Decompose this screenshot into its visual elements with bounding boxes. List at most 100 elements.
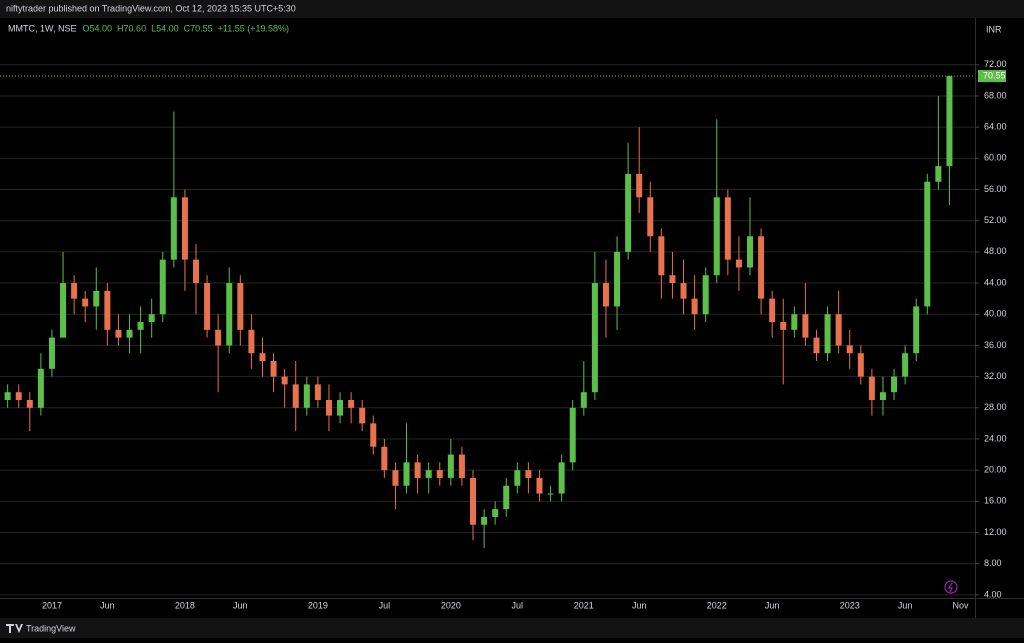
y-tick-label: 60.00 <box>984 153 1007 163</box>
y-tick-label: 36.00 <box>984 340 1007 350</box>
header-bar <box>0 0 1024 18</box>
legend-value: C70.55 <box>184 23 213 33</box>
candle-body <box>392 470 399 486</box>
y-tick-label: 4.00 <box>984 589 1002 599</box>
candle-body <box>558 462 565 494</box>
legend-value: +11.55 (+19.58%) <box>218 23 289 33</box>
candle-body <box>215 329 222 346</box>
candle-body <box>115 329 122 338</box>
candle-body <box>281 376 288 385</box>
candle-body <box>425 470 432 478</box>
candle-body <box>248 329 255 354</box>
y-tick-label: 44.00 <box>984 277 1007 287</box>
candle-body <box>292 384 299 408</box>
candle-body <box>780 322 787 330</box>
x-tick-label: 2017 <box>42 600 62 610</box>
y-tick-label: 24.00 <box>984 433 1007 443</box>
candle-body <box>514 470 521 486</box>
candle-body <box>879 392 886 400</box>
candle-body <box>436 470 443 478</box>
y-tick-label: 56.00 <box>984 184 1007 194</box>
ohlc-legend: O54.00 H70.60 L54.00 C70.55 +11.55 (+19.58%) <box>83 23 290 33</box>
grid <box>0 64 975 596</box>
candle-body <box>547 493 554 495</box>
candle-body <box>181 197 188 260</box>
candle-body <box>93 290 100 307</box>
candle-body <box>835 314 842 346</box>
candle-body <box>802 314 809 338</box>
y-tick-label: 16.00 <box>984 496 1007 506</box>
candle-body <box>724 197 731 260</box>
candle-body <box>636 173 643 198</box>
x-tick-label: 2018 <box>175 600 195 610</box>
candle-body <box>470 477 476 525</box>
alert-icon[interactable] <box>944 580 958 594</box>
candle-body <box>735 259 742 268</box>
candle-body <box>525 470 532 478</box>
candle-body <box>237 283 244 330</box>
candle-body <box>625 173 632 252</box>
candles <box>4 75 953 549</box>
symbol: MMTC, 1W, NSE <box>8 23 77 33</box>
candle-body <box>226 283 233 346</box>
y-tick-label: 64.00 <box>984 122 1007 132</box>
candle-body <box>758 236 765 299</box>
y-tick-label: 28.00 <box>984 402 1007 412</box>
candle-body <box>946 76 953 167</box>
candle-body <box>403 462 410 486</box>
y-tick-label: 12.00 <box>984 527 1007 537</box>
candle-body <box>680 283 687 299</box>
x-tick-label: Jun <box>100 600 115 610</box>
candle-body <box>614 251 621 307</box>
legend-value: H70.60 <box>117 23 146 33</box>
candle-body <box>891 376 898 393</box>
x-tick-label: 2020 <box>441 600 461 610</box>
candle-body <box>303 384 310 408</box>
x-tick-label: Jul <box>379 600 391 610</box>
candle-body <box>481 516 488 525</box>
candle-body <box>204 283 211 330</box>
candle-body <box>747 236 753 268</box>
candle-body <box>71 283 78 299</box>
last-price-label: 70.55 <box>983 70 1006 80</box>
candle-body <box>337 399 344 416</box>
candle-body <box>868 376 875 400</box>
candle-body <box>536 477 543 494</box>
candle-body <box>104 290 111 330</box>
candle-body <box>857 353 864 377</box>
candle-body <box>15 392 22 400</box>
candle-body <box>414 462 421 478</box>
candle-body <box>381 446 388 471</box>
candle-body <box>26 399 33 408</box>
x-tick-label: Jul <box>512 600 524 610</box>
candle-body <box>647 197 654 237</box>
x-tick-label: 2023 <box>840 600 860 610</box>
candle-body <box>602 283 609 307</box>
y-tick-label: 48.00 <box>984 246 1007 256</box>
y-tick-label: 68.00 <box>984 90 1007 100</box>
axes: 4.00 8.00 12.00 16.00 20.00 24.00 28.00 32.00 36… <box>42 59 1007 610</box>
x-tick-label: Jun <box>632 600 647 610</box>
x-tick-label: Jun <box>233 600 248 610</box>
candle-body <box>259 353 266 362</box>
header-text: niftytrader published on TradingView.com… <box>6 3 296 13</box>
candle-body <box>846 345 853 354</box>
candle-body <box>924 181 931 307</box>
candle-body <box>370 423 377 447</box>
x-tick-label: 2019 <box>308 600 328 610</box>
candle-body <box>137 322 144 330</box>
candle-body <box>569 407 576 463</box>
x-tick-label: Jun <box>898 600 913 610</box>
candle-body <box>902 353 909 377</box>
y-tick-label: 52.00 <box>984 215 1007 225</box>
candle-body <box>458 454 465 478</box>
candle-body <box>935 166 942 182</box>
alert-icon-bolt <box>947 582 953 593</box>
candle-body <box>492 509 499 517</box>
candle-body <box>769 298 776 323</box>
candle-body <box>591 283 598 393</box>
candle-body <box>913 306 920 354</box>
candle-body <box>325 399 332 416</box>
